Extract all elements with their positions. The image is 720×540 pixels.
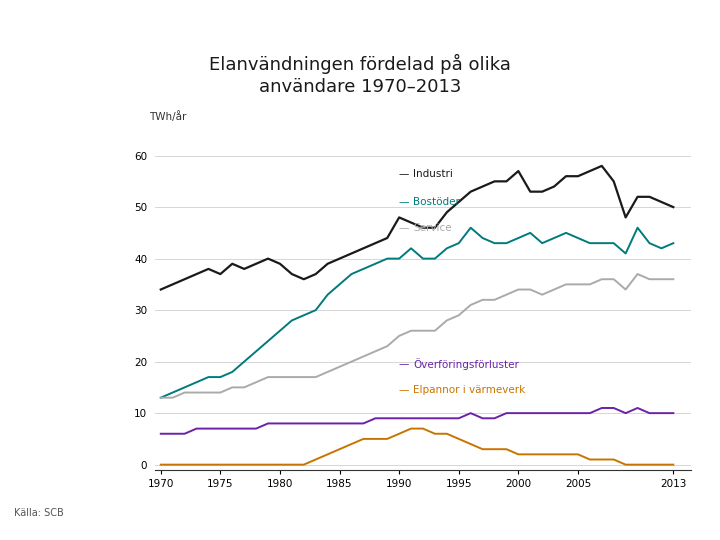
Text: TWh/år: TWh/år: [150, 111, 186, 122]
Text: Bostöder: Bostöder: [413, 197, 460, 207]
Text: —: —: [399, 168, 413, 179]
Text: Elpannor i värmeverk: Elpannor i värmeverk: [413, 385, 526, 395]
Text: Överföringsförluster: Överföringsförluster: [413, 358, 519, 370]
Text: Elanvändningen fördelad på olika
användare 1970–2013: Elanvändningen fördelad på olika använda…: [209, 54, 511, 96]
Text: Service: Service: [413, 222, 452, 233]
Text: —: —: [399, 359, 413, 369]
Text: —: —: [399, 385, 413, 395]
Text: —: —: [399, 222, 413, 233]
Text: —: —: [399, 197, 413, 207]
Text: Industri: Industri: [413, 168, 454, 179]
Text: Källa: SCB: Källa: SCB: [14, 508, 64, 518]
